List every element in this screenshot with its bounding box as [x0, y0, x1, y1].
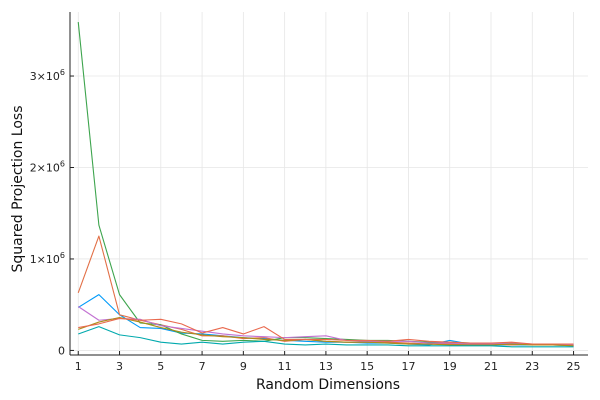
y-axis-title: Squared Projection Loss: [10, 105, 26, 272]
y-tick-label: 1×106: [30, 251, 65, 266]
x-tick-label: 1: [75, 360, 82, 373]
x-tick-label: 15: [360, 360, 374, 373]
axes: [69, 12, 588, 356]
x-axis-title: Random Dimensions: [256, 377, 400, 393]
x-tick-label: 13: [319, 360, 333, 373]
y-tick-label: 3×106: [30, 68, 65, 83]
series-line-5: [78, 316, 574, 347]
x-tick-label: 11: [278, 360, 292, 373]
x-tick-label: 19: [443, 360, 457, 373]
y-tick-label: 0: [58, 344, 65, 357]
x-tick-label: 7: [199, 360, 206, 373]
x-tick-label: 25: [567, 360, 581, 373]
x-tick-label: 21: [484, 360, 498, 373]
series-line-6: [78, 317, 574, 345]
y-tick-label: 2×106: [30, 159, 65, 174]
x-tick-label: 17: [401, 360, 415, 373]
x-tick-label: 9: [240, 360, 247, 373]
x-tick-label: 5: [157, 360, 164, 373]
series-lines: [77, 22, 574, 348]
grid: [70, 12, 588, 355]
x-tick-label: 23: [525, 360, 539, 373]
x-tick-label: 3: [116, 360, 123, 373]
series-line-7: [78, 326, 574, 348]
series-line-4: [77, 306, 574, 346]
